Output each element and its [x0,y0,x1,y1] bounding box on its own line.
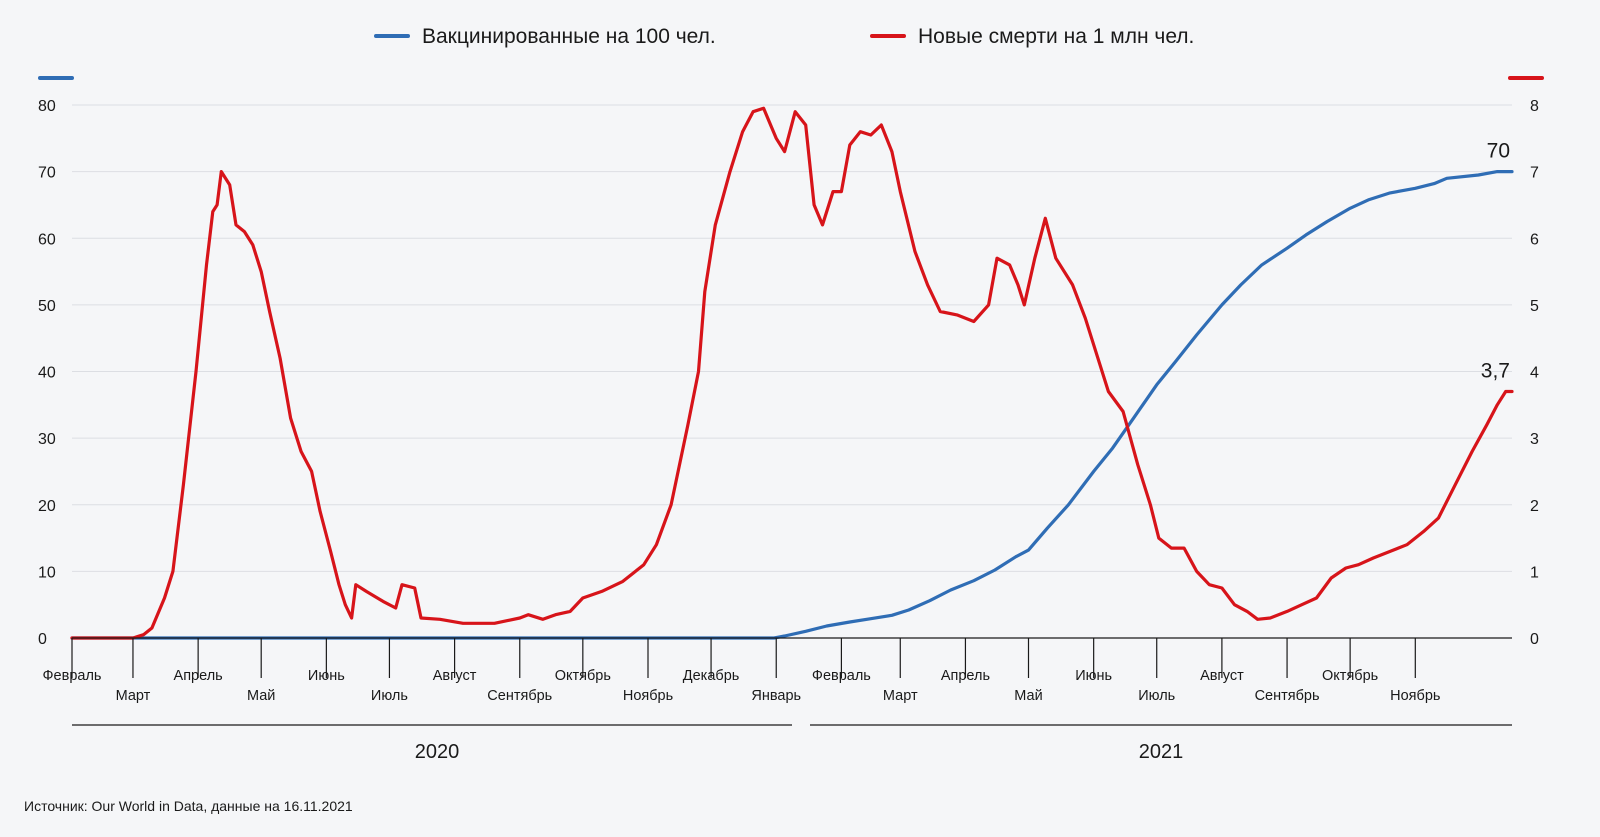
x-axis: Февраль Март Апрель Май Июнь Июль Август Сентяб… [43,637,1512,704]
legend-label-vaccinated: Вакцинированные на 100 чел. [422,25,716,48]
y-tick-left: 0 [38,631,47,648]
series-line-deaths [70,106,1514,640]
y-tick-left: 70 [38,165,56,182]
x-tick-label: Февраль [43,668,102,684]
y-tick-right: 0 [1530,631,1539,648]
x-tick-label: Август [1200,668,1244,684]
series-line-vaccinated [70,170,1514,640]
source-note: Источник: Our World in Data, данные на 1… [24,798,353,814]
y-tick-left: 30 [38,431,56,448]
x-tick-label: Март [116,688,151,704]
y-tick-right: 4 [1530,365,1539,382]
y-axis-right: 0 1 2 3 4 5 6 7 8 [1530,98,1539,648]
x-tick-label: Октябрь [555,668,611,684]
x-tick-label: Июль [371,688,408,704]
year-label-2021: 2021 [1139,741,1184,763]
end-label-vaccinated: 70 [1487,140,1510,163]
y-tick-right: 6 [1530,231,1539,248]
y-tick-right: 7 [1530,165,1539,182]
x-tick-label: Декабрь [683,668,740,684]
x-tick-label: Февраль [812,668,871,684]
x-tick-label: Август [433,668,477,684]
x-tick-label: Май [1014,688,1042,704]
x-tick-label: Март [883,688,918,704]
y-tick-right: 1 [1530,564,1539,581]
x-tick-label: Июнь [308,668,345,684]
x-tick-label: Сентябрь [487,688,552,704]
x-tick-label: Январь [751,688,801,704]
x-tick-label: Апрель [174,668,223,684]
y-tick-left: 40 [38,365,56,382]
legend: Вакцинированные на 100 чел. Новые смерти… [374,25,1194,48]
y-tick-right: 5 [1530,298,1539,315]
legend-label-deaths: Новые смерти на 1 млн чел. [918,25,1194,48]
end-label-deaths: 3,7 [1481,359,1510,382]
y-tick-right: 8 [1530,98,1539,115]
y-tick-left: 10 [38,564,56,581]
year-axis: 2020 2021 [72,724,1512,763]
y-tick-right: 3 [1530,431,1539,448]
x-tick-label: Май [247,688,275,704]
x-tick-label: Октябрь [1322,668,1378,684]
y-tick-left: 50 [38,298,56,315]
x-tick-label: Апрель [941,668,990,684]
year-label-2020: 2020 [415,741,460,763]
x-tick-label: Сентябрь [1255,688,1320,704]
x-tick-label: Июнь [1075,668,1112,684]
gridlines [72,104,1512,572]
x-tick-label: Ноябрь [1390,688,1440,704]
y-tick-left: 20 [38,498,56,515]
series-layer: 703,7 [70,106,1514,640]
y-tick-left: 60 [38,231,56,248]
y-tick-right: 2 [1530,498,1539,515]
y-tick-left: 80 [38,98,56,115]
y-axis-left: 0 10 20 30 40 50 60 70 80 [38,98,56,648]
x-tick-label: Ноябрь [623,688,673,704]
x-tick-label: Июль [1138,688,1175,704]
